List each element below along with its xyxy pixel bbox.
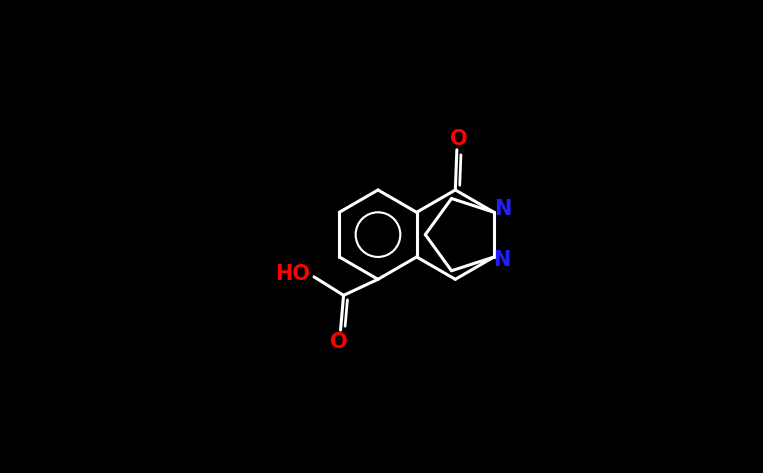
Text: N: N xyxy=(494,199,512,219)
Text: O: O xyxy=(330,333,348,352)
Text: HO: HO xyxy=(275,264,310,284)
Text: O: O xyxy=(449,129,467,149)
Text: N: N xyxy=(493,250,510,270)
